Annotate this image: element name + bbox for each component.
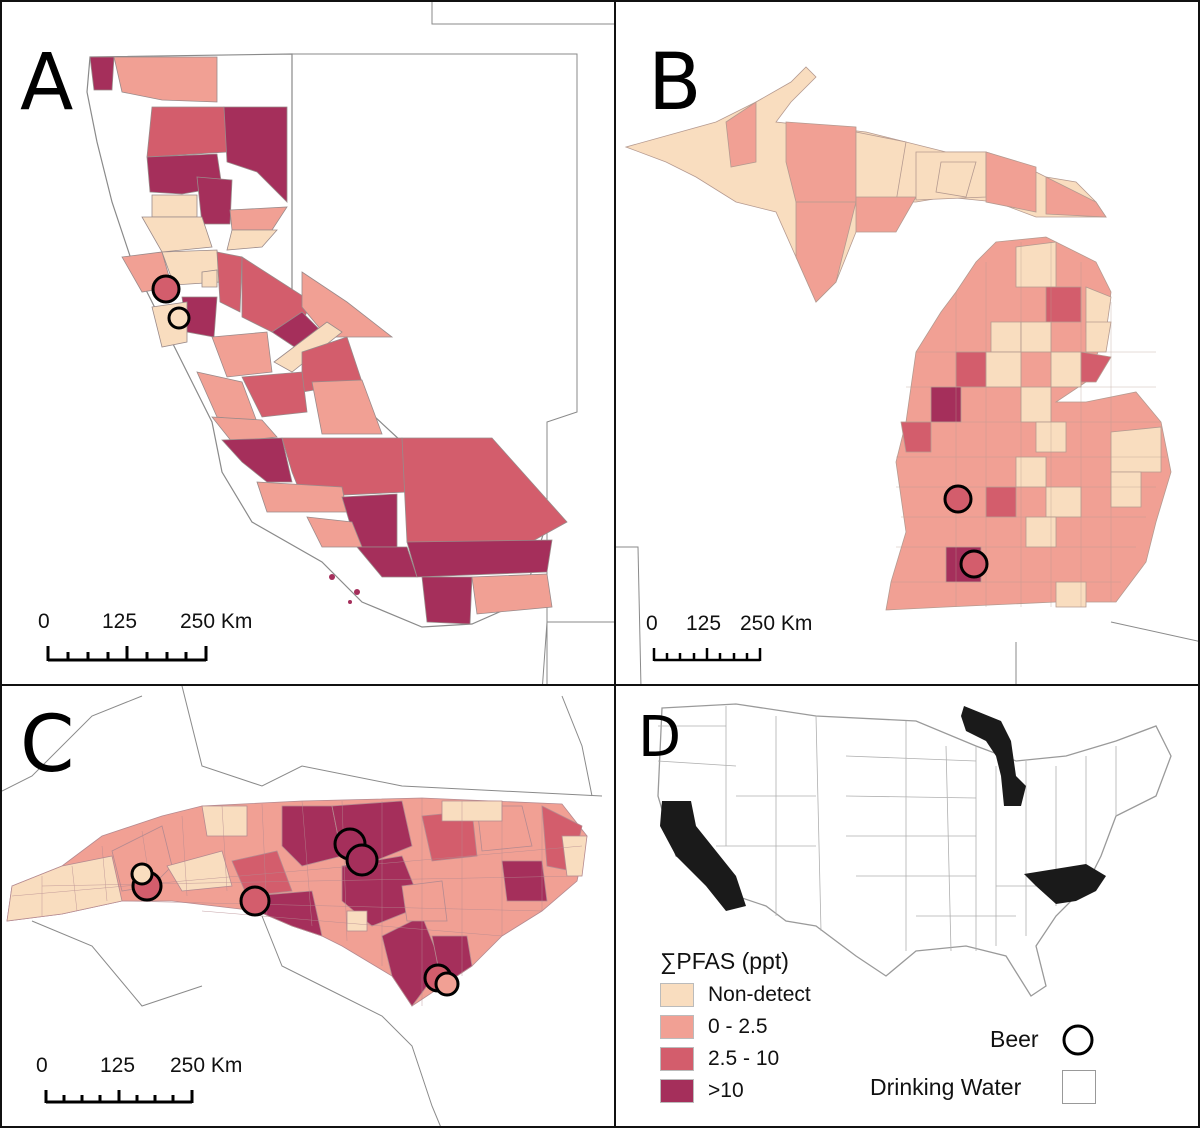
beer-site-marker [345, 843, 379, 877]
beer-site-marker [239, 885, 271, 917]
legend-row: >10 [660, 1075, 811, 1107]
legend-swatch [660, 1015, 694, 1039]
scale-bar: 0 125 250 Km [36, 1054, 242, 1114]
beer-site-marker [151, 274, 181, 304]
scale-label-250: 250 Km [180, 610, 253, 633]
michigan-highlight [961, 706, 1026, 806]
beer-site-marker [943, 484, 973, 514]
beer-site-marker [959, 549, 989, 579]
scale-label-125: 125 [100, 1054, 136, 1077]
legend-row: Non-detect [660, 979, 811, 1011]
beer-site-marker [434, 971, 460, 997]
california-highlight [660, 801, 746, 911]
scale-label-0: 0 [646, 612, 658, 635]
scale-bar: 0 125 250 Km [38, 610, 252, 670]
drinking-water-key-symbol [1062, 1070, 1096, 1104]
panel-california: A 0 125 250 Km [0, 0, 616, 686]
legend-row: 2.5 - 10 [660, 1043, 811, 1075]
scale-label-125: 125 [686, 612, 722, 635]
scale-label-0: 0 [38, 610, 50, 633]
beer-site-marker [130, 862, 154, 886]
legend-swatch [660, 1079, 694, 1103]
north-carolina-map [2, 686, 603, 1126]
usa-outline [657, 703, 1172, 997]
legend-label: 2.5 - 10 [708, 1047, 780, 1070]
scale-label-250: 250 Km [740, 612, 813, 635]
scale-label-125: 125 [102, 610, 138, 633]
beer-key-label: Beer [990, 1026, 1039, 1052]
legend-title: ∑PFAS (ppt) [660, 948, 789, 974]
legend-label: >10 [708, 1079, 744, 1102]
north-carolina-highlight [1024, 864, 1106, 904]
michigan-map [616, 66, 1198, 684]
panel-usa: D ∑PFAS (ppt) Non-detect 0 - 2.5 2.5 - 1… [614, 684, 1200, 1128]
panel-letter: D [638, 705, 682, 770]
panel-letter: A [20, 38, 74, 128]
beer-site-marker [167, 306, 191, 330]
scale-label-0: 0 [36, 1054, 48, 1077]
panel-letter: B [648, 38, 702, 128]
pfas-legend: ∑PFAS (ppt) Non-detect 0 - 2.5 2.5 - 10 … [660, 948, 811, 1107]
legend-swatch [660, 983, 694, 1007]
legend-swatch [660, 1047, 694, 1071]
beer-key-symbol [1062, 1024, 1094, 1056]
california-map [86, 2, 614, 684]
scale-label-250: 250 Km [170, 1054, 243, 1077]
panel-north-carolina: C 0 125 250 Km [0, 684, 616, 1128]
drinking-water-key-label: Drinking Water [870, 1074, 1022, 1100]
scale-bar: 0 125 250 Km [646, 612, 820, 672]
legend-row: 0 - 2.5 [660, 1011, 811, 1043]
legend-label: Non-detect [708, 983, 811, 1006]
legend-label: 0 - 2.5 [708, 1015, 768, 1038]
usa-map [657, 703, 1172, 997]
panel-michigan: B 0 125 250 Km [614, 0, 1200, 686]
panel-letter: C [20, 700, 75, 790]
